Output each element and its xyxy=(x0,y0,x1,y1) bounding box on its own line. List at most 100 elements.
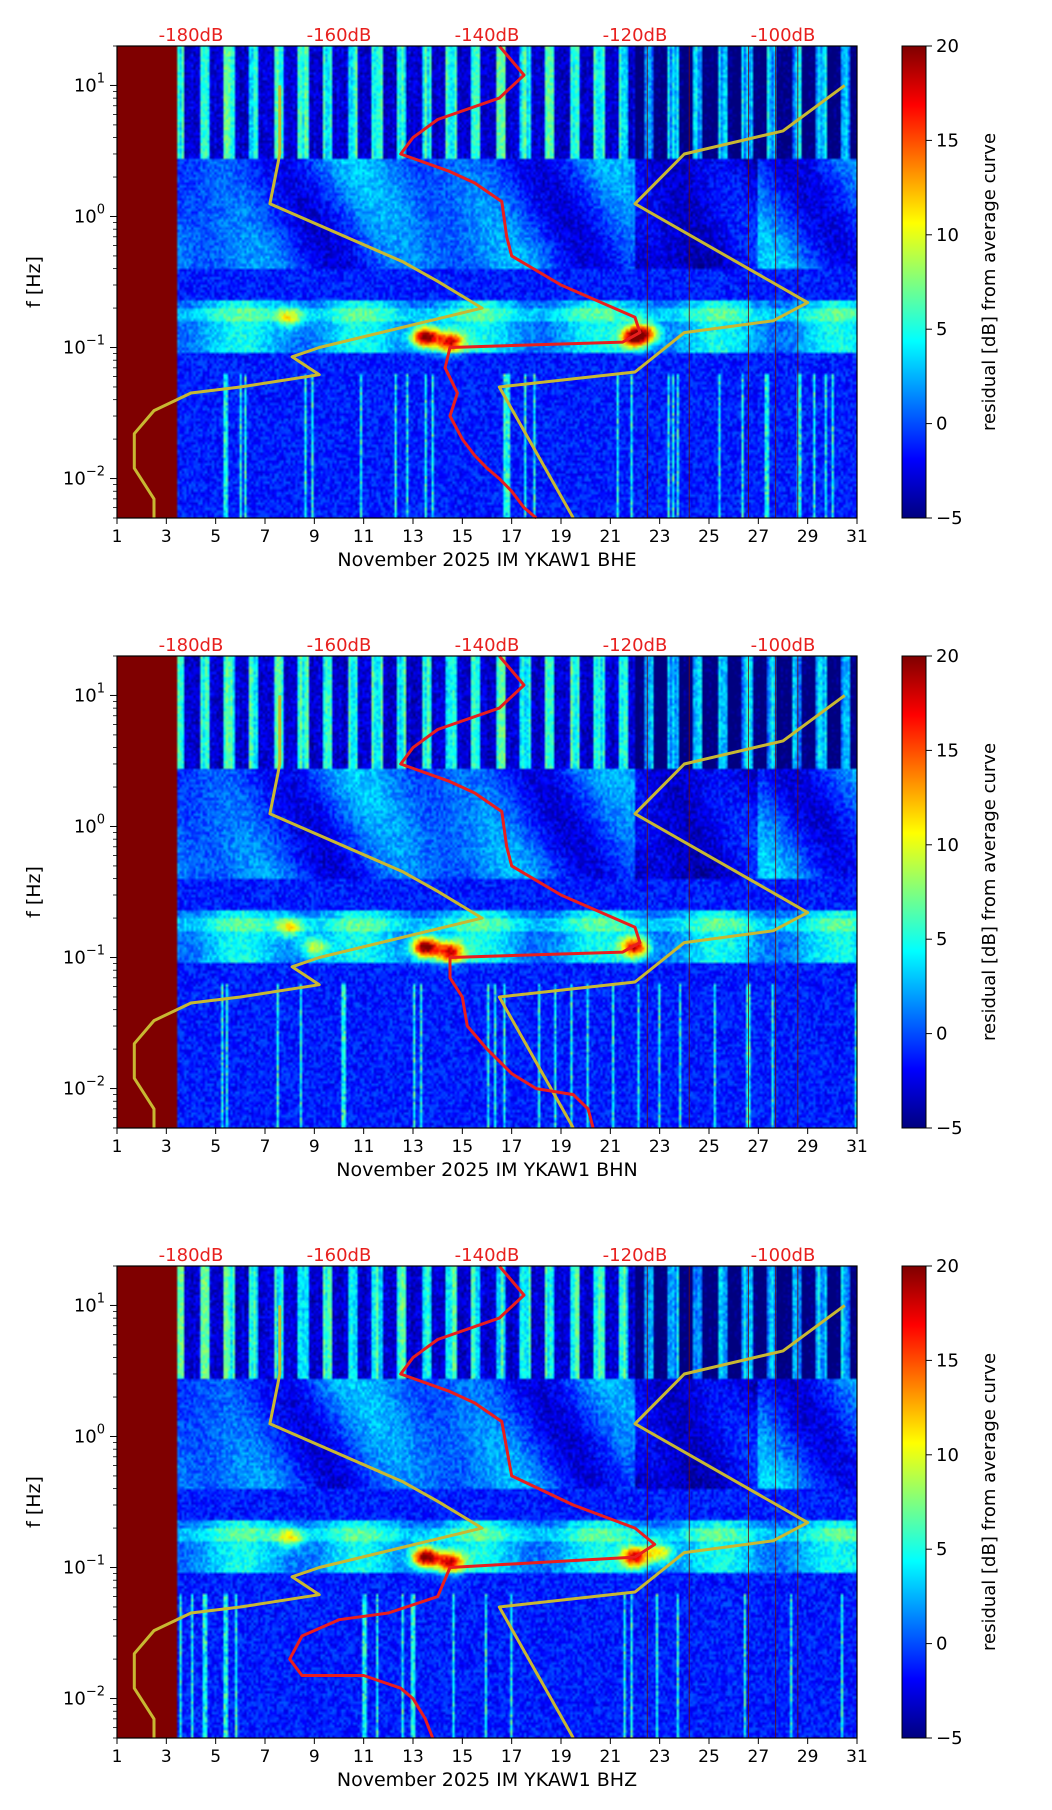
x-tick-label: 9 xyxy=(309,1747,320,1767)
colorbar-gradient xyxy=(901,1265,927,1739)
y-tick-label: 100 xyxy=(74,1422,105,1447)
db-scale-label: -120dB xyxy=(603,25,668,46)
x-tick-label: 3 xyxy=(161,1747,172,1767)
x-tick-label: 13 xyxy=(402,527,424,547)
colorbar-tick-label: 5 xyxy=(936,929,947,950)
x-tick-label: 15 xyxy=(452,1137,474,1157)
y-tick-label: 101 xyxy=(74,1291,105,1316)
x-tick-label: 15 xyxy=(452,527,474,547)
yellow-curve-high-noise-model xyxy=(497,84,846,519)
x-tick-label: 9 xyxy=(309,527,320,547)
x-tick-label: 31 xyxy=(846,527,868,547)
x-tick-label: 17 xyxy=(501,1137,523,1157)
x-tick-label: 5 xyxy=(210,527,221,547)
red-curve-median-psd xyxy=(399,45,642,520)
x-tick-label: 7 xyxy=(260,1137,271,1157)
colorbar-label: residual [dB] from average curve xyxy=(979,1353,1000,1651)
x-axis-label: November 2025 IM YKAW1 BHE xyxy=(337,549,636,571)
colorbar-tick-label: 0 xyxy=(936,1024,947,1045)
colorbar-tick-label: −5 xyxy=(936,1728,963,1749)
heatmap-image xyxy=(117,656,857,1128)
x-tick-label: 25 xyxy=(698,527,720,547)
x-tick-label: 27 xyxy=(748,1137,770,1157)
red-curve-median-psd xyxy=(399,655,642,1129)
colorbar-tick-label: 15 xyxy=(936,130,959,151)
db-scale-label: -180dB xyxy=(159,1245,224,1266)
x-axis-label: November 2025 IM YKAW1 BHN xyxy=(336,1159,637,1181)
y-tick-label: 10−1 xyxy=(63,334,105,359)
y-tick-label: 101 xyxy=(74,681,105,706)
plot-frame xyxy=(116,655,858,1129)
x-tick-label: 15 xyxy=(452,1747,474,1767)
x-tick-label: 21 xyxy=(600,527,622,547)
x-tick-label: 27 xyxy=(748,527,770,547)
y-axis-label: f [Hz] xyxy=(23,866,45,918)
db-scale-label: -160dB xyxy=(307,25,372,46)
colorbar-tick-label: 5 xyxy=(936,1539,947,1560)
db-scale-label: -120dB xyxy=(603,635,668,656)
colorbar-tick-label: 0 xyxy=(936,1634,947,1655)
x-tick-label: 7 xyxy=(260,527,271,547)
db-scale-label: -180dB xyxy=(159,635,224,656)
colorbar: 20 15 10 5 0 −5 residual [dB] from average cur… xyxy=(901,646,1000,1139)
y-tick-label: 10−2 xyxy=(63,465,105,490)
db-scale-label: -160dB xyxy=(307,1245,372,1266)
y-axis-label: f [Hz] xyxy=(23,1476,45,1528)
x-tick-label: 23 xyxy=(649,1747,671,1767)
x-tick-label: 11 xyxy=(353,1137,375,1157)
x-tick-label: 29 xyxy=(797,1747,819,1767)
x-tick-label: 29 xyxy=(797,527,819,547)
x-tick-label: 1 xyxy=(112,1747,123,1767)
x-tick-label: 23 xyxy=(649,1137,671,1157)
x-tick-label: 21 xyxy=(600,1747,622,1767)
y-tick-label: 101 xyxy=(74,71,105,96)
db-scale-label: -100dB xyxy=(751,635,816,656)
x-tick-label: 1 xyxy=(112,1137,123,1157)
heatmap-image xyxy=(117,1266,857,1738)
x-axis-label: November 2025 IM YKAW1 BHZ xyxy=(337,1769,637,1791)
colorbar-tick-label: 20 xyxy=(936,646,959,667)
colorbar-gradient xyxy=(901,655,927,1129)
x-tick-label: 11 xyxy=(353,1747,375,1767)
x-tick-label: 5 xyxy=(210,1747,221,1767)
colorbar-tick-label: −5 xyxy=(936,508,963,529)
x-tick-label: 31 xyxy=(846,1747,868,1767)
x-tick-label: 21 xyxy=(600,1137,622,1157)
y-tick-label: 10−1 xyxy=(63,1554,105,1579)
db-scale-label: -140dB xyxy=(455,1245,520,1266)
y-axis-label: f [Hz] xyxy=(23,256,45,308)
colorbar-label: residual [dB] from average curve xyxy=(979,133,1000,431)
colorbar: 20 15 10 5 0 −5 residual [dB] from average cur… xyxy=(901,36,1000,529)
y-tick-label: 10−1 xyxy=(63,944,105,969)
db-scale-label: -120dB xyxy=(603,1245,668,1266)
colorbar-tick-label: 15 xyxy=(936,740,959,761)
y-tick-label: 10−2 xyxy=(63,1685,105,1710)
colorbar-gradient xyxy=(901,45,927,519)
y-tick-label: 10−2 xyxy=(63,1075,105,1100)
colorbar-tick-label: 0 xyxy=(936,414,947,435)
yellow-curve-low-noise-model xyxy=(132,695,484,1128)
x-tick-label: 29 xyxy=(797,1137,819,1157)
colorbar: 20 15 10 5 0 −5 residual [dB] from average cur… xyxy=(901,1256,1000,1749)
x-tick-label: 11 xyxy=(353,527,375,547)
x-tick-label: 3 xyxy=(161,1137,172,1157)
x-tick-label: 9 xyxy=(309,1137,320,1157)
yellow-curve-low-noise-model xyxy=(132,1305,484,1738)
colorbar-tick-label: 10 xyxy=(936,1445,959,1466)
x-tick-label: 17 xyxy=(501,1747,523,1767)
x-tick-label: 31 xyxy=(846,1137,868,1157)
y-tick-label: 100 xyxy=(74,202,105,227)
x-tick-label: 1 xyxy=(112,527,123,547)
yellow-curve-low-noise-model xyxy=(132,85,484,518)
red-curve-median-psd xyxy=(288,1265,657,1739)
yellow-curve-high-noise-model xyxy=(497,1304,846,1739)
plot-frame xyxy=(116,1265,858,1739)
colorbar-tick-label: 5 xyxy=(936,319,947,340)
colorbar-label: residual [dB] from average curve xyxy=(979,743,1000,1041)
colorbar-tick-label: −5 xyxy=(936,1118,963,1139)
x-tick-label: 17 xyxy=(501,527,523,547)
plot-frame xyxy=(116,45,858,519)
